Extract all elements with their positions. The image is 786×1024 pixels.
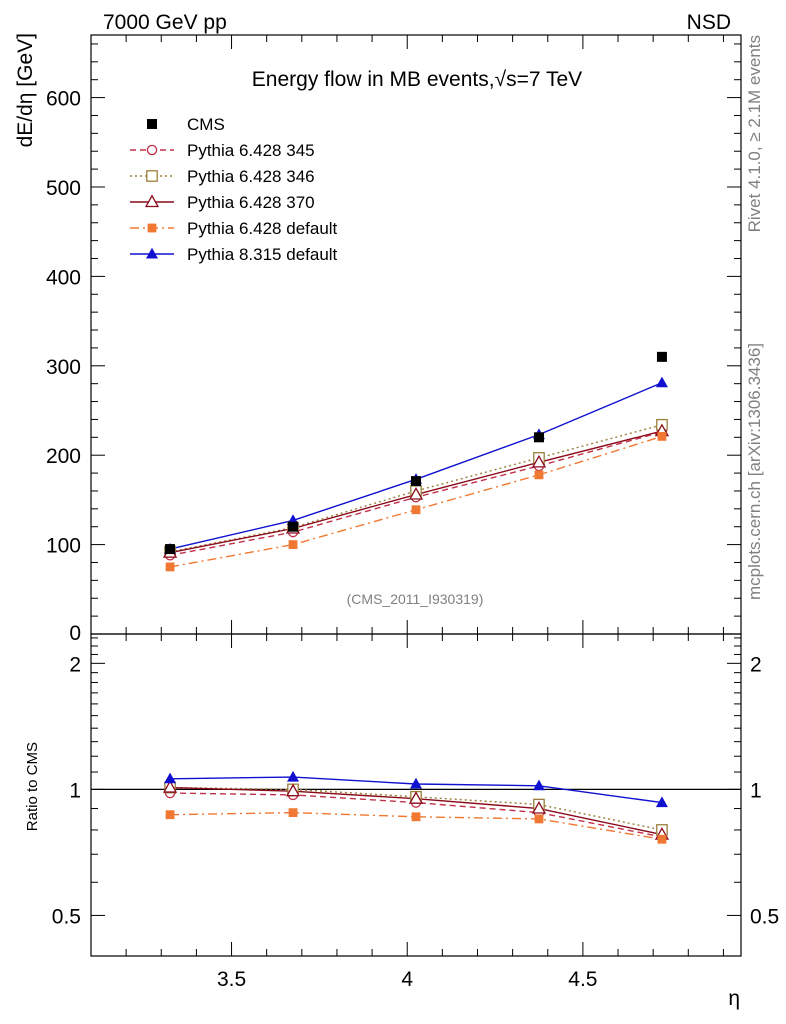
legend-label-3: Pythia 6.428 default	[187, 219, 338, 238]
ratio-point-3	[411, 812, 421, 822]
series-line-4	[169, 382, 663, 550]
y-tick-label: 500	[46, 177, 81, 200]
y-tick-label: 200	[46, 445, 81, 468]
legend-marker-4	[146, 247, 158, 259]
series-point-4	[655, 376, 668, 388]
series-point-2	[531, 454, 547, 468]
header-left: 7000 GeV pp	[103, 11, 227, 34]
ratio-point-4	[532, 779, 545, 791]
ratio-point-4	[410, 777, 422, 789]
ratio-line-3	[170, 811, 663, 840]
ratio-point-3	[165, 810, 175, 820]
ratio-point-2	[285, 783, 301, 797]
legend-marker-3	[147, 223, 157, 233]
legend-marker-2	[144, 194, 160, 208]
cms-data-point	[656, 351, 667, 362]
x-tick-label: 4	[401, 968, 413, 991]
y-axis-label: dE/dη [GeV]	[14, 33, 37, 147]
ratio-point-2	[162, 780, 178, 793]
ratio-plot-frame	[90, 633, 742, 957]
header-right: NSD	[687, 11, 731, 34]
ratio-point-3	[534, 814, 544, 824]
series-point-2	[408, 487, 424, 500]
legend-label-1: Pythia 6.428 346	[187, 167, 315, 186]
y-tick-label-zero: 0	[69, 622, 81, 645]
ratio-tick-label-left: 1	[69, 779, 81, 802]
legend-marker-1	[146, 170, 158, 182]
y-tick-label: 600	[46, 88, 81, 111]
x-tick-label: 3.5	[217, 968, 246, 991]
ratio-point-3	[657, 834, 667, 844]
ratio-y-axis-label: Ratio to CMS	[24, 742, 41, 831]
legend-marker-cms	[147, 119, 157, 129]
ratio-line-0	[170, 792, 663, 838]
legend-marker-0	[146, 144, 158, 156]
cms-data-point	[165, 544, 176, 555]
ratio-tick-label-right: 0.5	[750, 905, 779, 928]
cms-data-point	[411, 476, 421, 487]
series-point-3	[288, 540, 298, 549]
y-tick-label: 300	[46, 356, 81, 379]
series-point-3	[165, 562, 175, 572]
ratio-point-4	[655, 796, 668, 808]
y-tick-label: 100	[46, 535, 81, 558]
ratio-point-3	[288, 808, 298, 818]
legend-label-2: Pythia 6.428 370	[187, 193, 315, 212]
ratio-tick-label-right: 1	[750, 779, 762, 802]
series-point-3	[657, 432, 667, 441]
ratio-point-2	[531, 801, 547, 814]
y-tick-label: 400	[46, 266, 81, 289]
legend-label-cms: CMS	[187, 115, 225, 134]
cms-data-point	[288, 521, 299, 532]
ratio-point-4	[287, 770, 300, 782]
legend-label-4: Pythia 8.315 default	[187, 245, 338, 264]
mcplots-label: mcplots.cern.ch [arXiv:1306.3436]	[745, 343, 764, 600]
series-point-3	[534, 470, 544, 480]
x-axis-label: η	[728, 987, 740, 1010]
cms-data-point	[533, 432, 544, 443]
ratio-tick-label-left: 0.5	[52, 905, 81, 928]
ratio-point-2	[408, 791, 424, 804]
legend-label-0: Pythia 6.428 345	[187, 141, 315, 160]
ratio-tick-label-right: 2	[750, 653, 762, 676]
analysis-id: (CMS_2011_I930319)	[347, 591, 484, 607]
ratio-tick-label-left: 2	[69, 653, 81, 676]
x-tick-label: 4.5	[568, 968, 597, 991]
rivet-label: Rivet 4.1.0, ≥ 2.1M events	[745, 35, 764, 232]
series-point-3	[411, 505, 421, 515]
ratio-point-4	[164, 772, 177, 784]
chart-title: Energy flow in MB events,√s=7 TeV	[252, 68, 582, 91]
